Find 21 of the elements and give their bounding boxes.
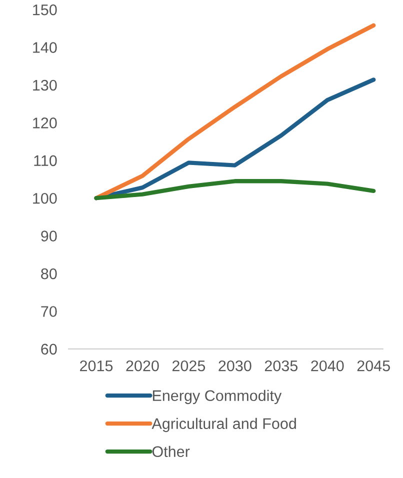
y-tick-label: 70 (41, 306, 57, 317)
y-tick-label: 110 (34, 155, 57, 166)
line-series (94, 179, 376, 200)
x-tick-label: 2045 (357, 360, 390, 372)
x-tick-label: 2040 (311, 360, 344, 372)
legend-label: Other (152, 446, 190, 458)
x-tick-label: 2035 (264, 360, 298, 372)
y-tick-label: 130 (33, 80, 57, 91)
legend-label: Energy Commodity (152, 390, 282, 404)
x-tick-label: 2020 (126, 360, 159, 372)
x-tick-label: 2025 (172, 360, 206, 372)
y-tick-label: 60 (41, 344, 57, 355)
y-tick-label: 90 (41, 230, 57, 242)
y-tick-label: 100 (33, 192, 57, 204)
y-tick-label: 80 (41, 268, 57, 280)
x-tick-label: 2015 (80, 360, 113, 372)
y-tick-label: 140 (33, 42, 57, 53)
x-tick-label: 2030 (218, 360, 252, 372)
legend-label: Agricultural and Food (152, 418, 296, 432)
y-tick-label: 150 (33, 4, 57, 16)
y-tick-label: 120 (33, 118, 57, 128)
